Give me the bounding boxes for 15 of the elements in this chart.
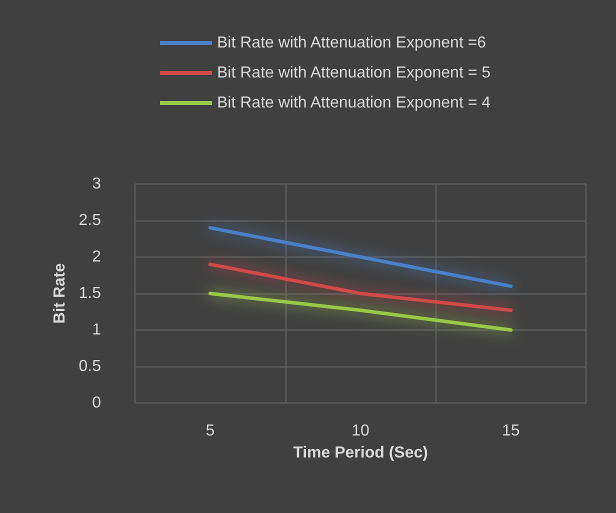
legend-label: Bit Rate with Attenuation Exponent = 4 xyxy=(217,94,491,112)
legend-label: Bit Rate with Attenuation Exponent =6 xyxy=(217,34,486,52)
y-tick-label: 1 xyxy=(92,322,102,338)
x-tick-label: 5 xyxy=(206,422,215,440)
y-tick-label: 1.5 xyxy=(78,285,102,302)
y-tick-label: 2 xyxy=(92,248,102,266)
legend-label: Bit Rate with Attenuation Exponent = 5 xyxy=(217,64,491,82)
x-tick-label: 15 xyxy=(502,422,520,440)
y-tick-label: 0 xyxy=(92,394,102,412)
y-tick-label: 2.5 xyxy=(78,212,102,229)
y-tick-label: 3 xyxy=(92,176,102,192)
y-axis-title: Bit Rate xyxy=(51,263,68,324)
x-tick-label: 10 xyxy=(352,422,370,440)
y-tick-label: 0.5 xyxy=(78,358,102,375)
x-axis-title: Time Period (Sec) xyxy=(293,444,428,462)
